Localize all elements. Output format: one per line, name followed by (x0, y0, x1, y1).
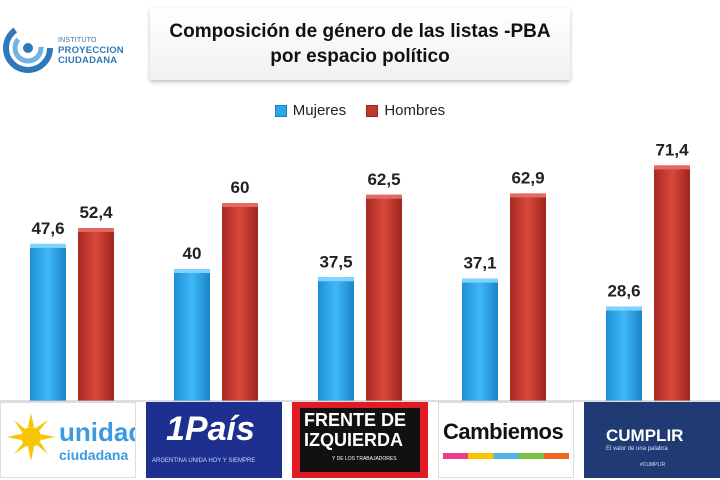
legend: Mujeres Hombres (0, 102, 720, 121)
bar-hombres-3 (510, 193, 546, 401)
bar-cap-hombres-0 (78, 228, 114, 233)
party-logo-cumplir: CUMPLIR El valor de una palabra #CUMPLIR (584, 402, 720, 478)
party-logo-cambiemos: Cambiemos (438, 402, 574, 478)
party-logos-row: unidad ciudadana 1País ARGENTINA UNIDA H… (0, 402, 720, 478)
logo-line-3: CIUDADANA (58, 55, 118, 66)
party-sub-1pais: ARGENTINA UNIDA HOY Y SIEMPRE (152, 458, 256, 464)
bar-hombres-4 (654, 165, 690, 401)
party-sub-unidad: ciudadana (59, 447, 129, 463)
bar-mujeres-1 (174, 269, 210, 401)
party-logo-frente-izquierda: FRENTE DE IZQUIERDA Y DE LOS TRABAJADORE… (292, 402, 428, 478)
logo-line-1: INSTITUTO (58, 37, 97, 44)
data-label-hombres-1: 60 (231, 178, 250, 197)
bar-cap-mujeres-0 (30, 243, 66, 248)
party-name-frente: FRENTE DE IZQUIERDA (304, 410, 406, 450)
party-logo-1pais: 1País ARGENTINA UNIDA HOY Y SIEMPRE (146, 402, 282, 478)
bar-cap-mujeres-3 (462, 278, 498, 283)
data-label-mujeres-1: 40 (183, 244, 202, 263)
party-sub-frente: Y DE LOS TRABAJADORES (332, 456, 397, 462)
legend-item-mujeres: Mujeres (274, 102, 347, 119)
bar-hombres-1 (222, 203, 258, 401)
party-name-cambiemos: Cambiemos (443, 419, 564, 444)
data-label-hombres-4: 71,4 (655, 140, 689, 159)
bar-hombres-2 (366, 194, 402, 401)
bar-cap-hombres-2 (366, 194, 402, 199)
bar-cap-hombres-3 (510, 193, 546, 198)
chart-title-box: Composición de género de las listas -PBA… (150, 8, 570, 80)
party-name-cumplir: CUMPLIR (606, 426, 684, 445)
data-label-mujeres-2: 37,5 (319, 252, 352, 271)
party-name-unidad: unidad (59, 417, 136, 447)
party-logo-unidad-ciudadana: unidad ciudadana (0, 402, 136, 478)
bar-cap-hombres-4 (654, 165, 690, 170)
legend-item-hombres: Hombres (366, 102, 445, 119)
legend-label-mujeres: Mujeres (292, 102, 347, 119)
data-label-mujeres-4: 28,6 (607, 282, 640, 301)
swirl-logo-icon (3, 23, 53, 73)
data-label-mujeres-3: 37,1 (463, 254, 496, 273)
bar-mujeres-2 (318, 277, 354, 401)
bar-mujeres-4 (606, 306, 642, 401)
data-label-hombres-2: 62,5 (367, 170, 400, 189)
bar-cap-mujeres-1 (174, 269, 210, 273)
legend-swatch-mujeres (274, 104, 287, 117)
data-label-hombres-0: 52,4 (79, 203, 113, 222)
legend-label-hombres: Hombres (384, 102, 446, 119)
bar-mujeres-3 (462, 278, 498, 401)
bar-chart: 47,6 52,4 40 60 37,5 62,5 37,1 62,9 28,6 71,4 (0, 140, 720, 402)
data-label-mujeres-0: 47,6 (31, 219, 64, 238)
sun-icon (7, 413, 55, 461)
bar-cap-hombres-1 (222, 203, 258, 207)
bar-cap-mujeres-2 (318, 277, 354, 282)
bar-hombres-0 (78, 228, 114, 401)
frente-logo-panel (300, 408, 420, 472)
data-label-hombres-3: 62,9 (511, 168, 544, 187)
institute-logo: INSTITUTO PROYECCION CIUDADANA (0, 20, 150, 80)
bar-mujeres-0 (30, 243, 66, 401)
party-sub-cumplir: El valor de una palabra (606, 446, 668, 452)
party-hashtag-cumplir: #CUMPLIR (640, 462, 666, 468)
party-name-1pais: 1País (166, 410, 255, 448)
logo-line-2: PROYECCION (58, 45, 124, 56)
party-name-frente-line1: FRENTE DE (304, 410, 407, 430)
party-name-frente-line2: IZQUIERDA (304, 430, 403, 450)
logo-text: INSTITUTO PROYECCION CIUDADANA (58, 36, 124, 66)
legend-swatch-hombres (366, 104, 379, 117)
cambiemos-color-stripe (443, 453, 569, 459)
chart-title: Composición de género de las listas -PBA (169, 21, 551, 42)
bars-layer: 47,6 52,4 40 60 37,5 62,5 37,1 62,9 28,6 71,4 (30, 140, 690, 401)
bar-cap-mujeres-4 (606, 306, 642, 311)
chart-subtitle: por espacio político (270, 46, 450, 67)
